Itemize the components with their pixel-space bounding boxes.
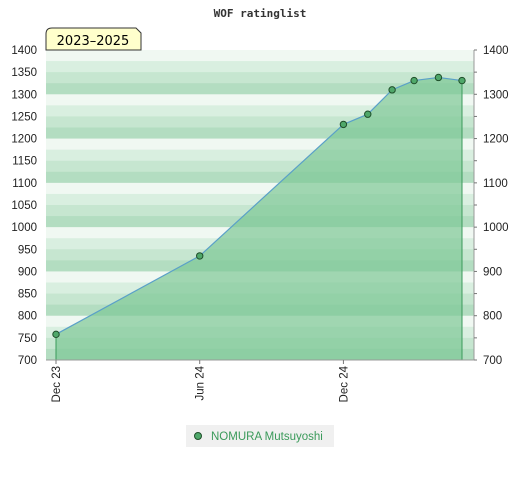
y-tick-right-label: 1200 [483, 134, 509, 146]
background-band [46, 171, 474, 184]
series-area [56, 77, 462, 360]
legend-marker [194, 432, 202, 440]
background-band [46, 72, 474, 84]
y-tick-right-label: 1000 [483, 222, 509, 234]
y-tick-label: 1100 [12, 178, 37, 190]
axes: 700 750 800 850 900 950 1000 1050 1100 1150 1200 12… [11, 45, 508, 402]
data-point [410, 76, 418, 85]
background-band [46, 116, 474, 128]
x-tick-label: Dec 23 [51, 366, 63, 402]
data-point [458, 76, 466, 85]
y-tick-label: 1300 [11, 89, 37, 101]
y-tick-label: 800 [18, 311, 37, 323]
x-tick-label: Jun 24 [195, 365, 207, 400]
background-band [46, 127, 474, 140]
x-tick-label: Dec 24 [338, 365, 350, 402]
y-tick-right-label: 700 [483, 355, 502, 367]
y-tick-label: 1000 [11, 222, 37, 234]
background-band [46, 193, 474, 206]
y-tick-label: 750 [18, 333, 37, 345]
y-tick-label: 1050 [11, 200, 37, 212]
background-band [46, 149, 474, 162]
year-range-badge: 2023–2025 [45, 27, 142, 51]
background-band [46, 182, 474, 195]
y-tick-label: 1350 [11, 67, 37, 79]
data-point [339, 120, 348, 129]
background-band [46, 61, 474, 73]
area-layer [52, 73, 466, 360]
legend-box [186, 425, 334, 447]
background-band [46, 105, 474, 117]
y-tick-label: 950 [18, 244, 37, 256]
y-tick-label: 850 [18, 289, 37, 301]
background-band [46, 94, 474, 106]
background-band [46, 50, 474, 62]
y-tick-label: 700 [18, 355, 37, 367]
y-tick-label: 900 [18, 266, 37, 278]
data-point [388, 86, 396, 94]
background-band [46, 160, 474, 173]
data-point [52, 330, 60, 339]
legend[interactable]: NOMURA Mutsuyoshi [186, 425, 334, 447]
y-tick-right-label: 1300 [483, 89, 509, 101]
chart-title: WOF ratinglist [214, 7, 307, 20]
data-point [434, 73, 443, 82]
y-tick-label: 1250 [11, 111, 37, 123]
background-band [46, 83, 474, 95]
y-tick-right-label: 800 [483, 311, 502, 323]
y-tick-label: 1200 [11, 134, 37, 146]
legend-label: NOMURA Mutsuyoshi [211, 431, 323, 443]
y-tick-right-label: 900 [483, 266, 502, 278]
y-tick-label: 1400 [11, 45, 37, 57]
y-tick-right-label: 1400 [483, 45, 509, 57]
data-point [196, 252, 204, 260]
year-range-badge-text: 2023–2025 [57, 34, 130, 49]
data-point [364, 110, 372, 118]
y-tick-right-label: 1100 [483, 178, 508, 190]
background-band [46, 138, 474, 151]
series-line [55, 76, 463, 335]
y-tick-label: 1150 [12, 156, 37, 168]
